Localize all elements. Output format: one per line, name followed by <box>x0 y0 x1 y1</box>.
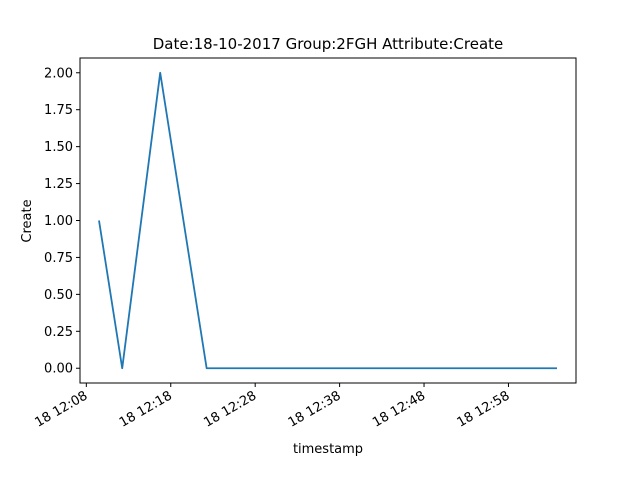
chart-title: Date:18-10-2017 Group:2FGH Attribute:Cre… <box>153 35 504 53</box>
y-tick-label: 1.50 <box>44 140 73 155</box>
y-tick-label: 1.25 <box>44 177 73 192</box>
y-tick-label: 0.50 <box>44 288 73 303</box>
plot-area <box>98 71 557 370</box>
series-line <box>98 71 557 370</box>
y-axis-ticks: 0.00 0.25 0.50 0.75 1.00 1.25 1.50 1.75 2.00 <box>44 66 80 377</box>
y-tick-label: 1.75 <box>44 103 73 118</box>
y-tick-label: 0.75 <box>44 251 73 266</box>
y-tick-label: 2.00 <box>44 66 73 81</box>
y-tick-label: 1.00 <box>44 214 73 229</box>
y-tick-label: 0.00 <box>44 362 73 377</box>
y-axis-label: Create <box>20 199 35 242</box>
x-axis-label: timestamp <box>293 442 363 457</box>
y-tick-label: 0.25 <box>44 325 73 340</box>
